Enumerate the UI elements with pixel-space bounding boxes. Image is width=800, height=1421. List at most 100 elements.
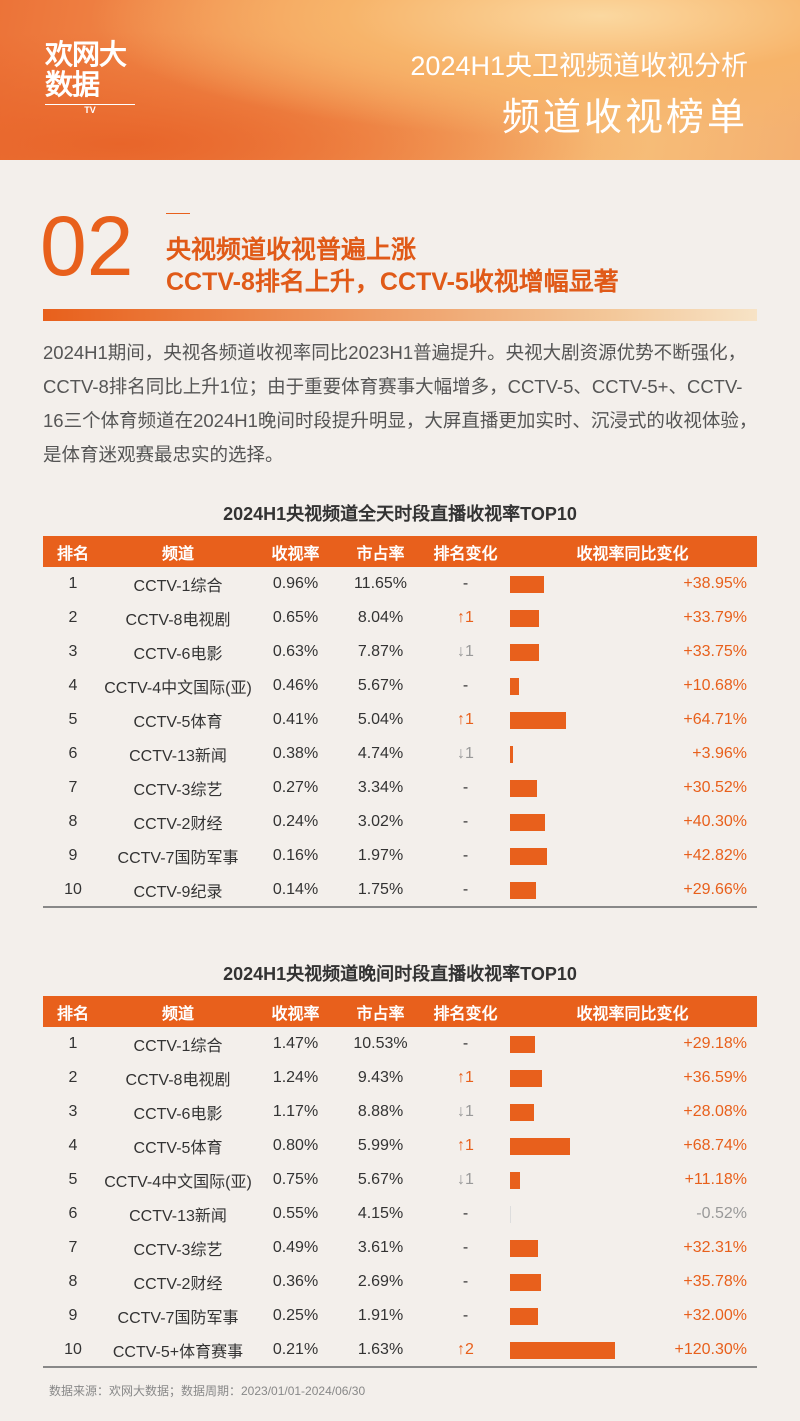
rank-change: -	[462, 1273, 469, 1290]
column-header: 收视率	[253, 996, 338, 1027]
ratings-table-allday: 排名 频道 收视率 市占率 排名变化 收视率同比变化 1 CCTV-1综合 0.96% 1…	[43, 536, 757, 908]
channel: CCTV-1综合	[133, 578, 223, 595]
market-share: 1.63%	[338, 1333, 423, 1368]
market-share: 5.67%	[357, 677, 404, 694]
rank: 5	[68, 711, 78, 728]
yoy-bar	[510, 848, 548, 865]
yoy-change-cell: +38.95%	[508, 567, 757, 601]
rank-change: -	[462, 575, 469, 592]
rank-change: ↑1	[457, 1069, 474, 1086]
channel: CCTV-5体育	[133, 714, 223, 731]
header-title: 2024H1央卫视频道收视分析	[410, 51, 748, 81]
yoy-bar	[510, 1274, 542, 1291]
yoy-change: +38.95%	[683, 575, 747, 592]
rating: 0.27%	[272, 779, 319, 796]
market-share: 2.69%	[357, 1273, 404, 1290]
rank: 3	[68, 643, 78, 660]
yoy-bar	[510, 1070, 542, 1087]
yoy-change-cell: +40.30%	[508, 805, 757, 839]
yoy-change: +10.68%	[683, 677, 747, 694]
table-row: 7 CCTV-3综艺 0.27% 3.34% - +30.52%	[43, 771, 757, 805]
yoy-change-cell: +33.79%	[508, 601, 757, 635]
yoy-change: +30.52%	[683, 779, 747, 796]
rank: 7	[68, 779, 78, 796]
yoy-change: +29.18%	[683, 1035, 747, 1052]
column-header: 市占率	[338, 996, 423, 1027]
column-header: 收视率同比变化	[508, 536, 757, 567]
channel: CCTV-8电视剧	[125, 1072, 231, 1089]
market-share: 5.04%	[357, 711, 404, 728]
rank-change: ↓1	[457, 643, 474, 660]
yoy-change: +32.31%	[683, 1239, 747, 1256]
channel: CCTV-7国防军事	[117, 1310, 239, 1327]
yoy-change-cell: +32.31%	[508, 1231, 757, 1265]
rating: 0.38%	[272, 745, 319, 762]
table-row: 2 CCTV-8电视剧 1.24% 9.43% ↑1 +36.59%	[43, 1061, 757, 1095]
yoy-change-cell: -0.52%	[508, 1197, 757, 1231]
yoy-bar	[510, 576, 544, 593]
table-row: 5 CCTV-5体育 0.41% 5.04% ↑1 +64.71%	[43, 703, 757, 737]
column-header: 收视率同比变化	[508, 996, 757, 1027]
yoy-change-cell: +120.30%	[508, 1333, 757, 1368]
yoy-change: +35.78%	[683, 1273, 747, 1290]
rank: 6	[68, 745, 78, 762]
yoy-change: +68.74%	[683, 1137, 747, 1154]
yoy-change-cell: +29.18%	[508, 1027, 757, 1061]
yoy-change: +64.71%	[683, 711, 747, 728]
rank-change: -	[462, 677, 469, 694]
yoy-bar	[510, 780, 537, 797]
yoy-change: +32.00%	[683, 1307, 747, 1324]
market-share: 4.74%	[357, 745, 404, 762]
yoy-change-cell: +3.96%	[508, 737, 757, 771]
header-subtitle: 频道收视榜单	[501, 97, 748, 139]
channel: CCTV-5体育	[133, 1140, 223, 1157]
table-row: 10 CCTV-5+体育赛事 0.21% 1.63% ↑2 +120.30%	[43, 1333, 757, 1368]
table-title-evening: 2024H1央视频道晚间时段直播收视率TOP10	[223, 964, 577, 984]
rating: 0.65%	[272, 609, 319, 626]
rank-change: -	[462, 813, 469, 830]
rating: 0.55%	[272, 1205, 319, 1222]
market-share: 3.34%	[357, 779, 404, 796]
market-share: 4.15%	[357, 1205, 404, 1222]
yoy-bar	[510, 1036, 536, 1053]
rating: 0.21%	[253, 1333, 338, 1368]
logo-text: 欢网大数据	[45, 39, 127, 100]
rank: 4	[68, 1137, 78, 1154]
table-row: 7 CCTV-3综艺 0.49% 3.61% - +32.31%	[43, 1231, 757, 1265]
channel: CCTV-6电影	[133, 646, 223, 663]
table-row: 6 CCTV-13新闻 0.55% 4.15% - -0.52%	[43, 1197, 757, 1231]
table-row: 2 CCTV-8电视剧 0.65% 8.04% ↑1 +33.79%	[43, 601, 757, 635]
rating: 0.75%	[272, 1171, 319, 1188]
rank: 4	[68, 677, 78, 694]
yoy-change: +33.75%	[683, 643, 747, 660]
rating: 1.17%	[272, 1103, 319, 1120]
yoy-bar	[510, 1206, 511, 1223]
market-share: 10.53%	[353, 1035, 408, 1052]
channel: CCTV-13新闻	[129, 748, 227, 765]
table-header: 排名 频道 收视率 市占率 排名变化 收视率同比变化	[43, 536, 757, 567]
rating: 0.14%	[253, 873, 338, 908]
rank-change: -	[462, 1205, 469, 1222]
yoy-change-cell: +32.00%	[508, 1299, 757, 1333]
table-row: 1 CCTV-1综合 1.47% 10.53% - +29.18%	[43, 1027, 757, 1061]
yoy-change-cell: +36.59%	[508, 1061, 757, 1095]
rank-change: -	[462, 847, 469, 864]
market-share: 5.67%	[357, 1171, 404, 1188]
column-header: 频道	[103, 996, 253, 1027]
rank: 8	[68, 1273, 78, 1290]
table-row: 1 CCTV-1综合 0.96% 11.65% - +38.95%	[43, 567, 757, 601]
yoy-bar	[510, 1240, 539, 1257]
market-share: 5.99%	[357, 1137, 404, 1154]
rank-change: ↑1	[457, 609, 474, 626]
table-header: 排名 频道 收视率 市占率 排名变化 收视率同比变化	[43, 996, 757, 1027]
market-share: 3.02%	[357, 813, 404, 830]
rank-change: -	[462, 1307, 469, 1324]
rank-change: -	[462, 1035, 469, 1052]
rating: 0.41%	[272, 711, 319, 728]
yoy-change: +28.08%	[683, 1103, 747, 1120]
rating: 0.63%	[272, 643, 319, 660]
yoy-change: +33.79%	[683, 609, 747, 626]
market-share: 1.91%	[357, 1307, 404, 1324]
yoy-bar	[510, 644, 540, 661]
yoy-bar	[510, 678, 520, 695]
